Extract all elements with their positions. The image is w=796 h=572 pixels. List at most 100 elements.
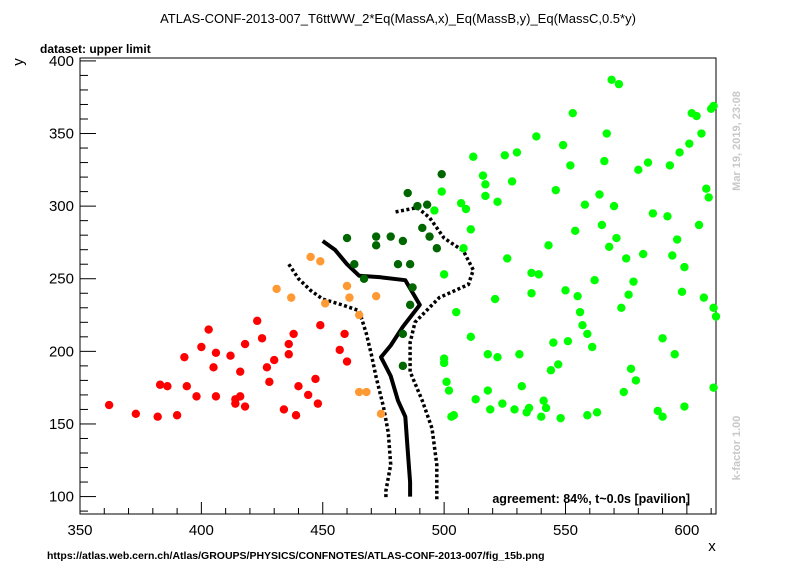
data-point [444,386,454,395]
data-point [272,284,281,294]
data-point [240,402,250,411]
data-point [425,232,434,241]
data-point [257,334,267,343]
x-tick-label: 350 [67,522,92,539]
data-point [648,209,658,218]
data-point [551,185,560,195]
data-point [486,405,495,414]
data-point [253,316,262,326]
data-point [306,252,315,262]
data-point [517,382,527,391]
data-point [537,412,546,421]
data-point [524,403,534,413]
dataset-label: dataset: upper limit [40,42,151,56]
data-point [294,382,303,391]
data-point [554,360,563,369]
kfactor-label: k-factor 1.00 [731,416,743,481]
y-tick-label: 150 [49,416,74,433]
data-point [566,161,575,170]
data-point [437,169,446,179]
data-point [677,287,687,297]
data-point [709,101,718,111]
data-point [359,274,369,283]
data-point [449,411,459,420]
timestamp-label: Mar 19, 2019, 23:08 [731,91,743,191]
data-point [459,244,468,253]
data-point [209,363,218,372]
data-point [672,235,682,244]
data-point [240,339,250,349]
data-point [432,244,442,253]
plot-frame [79,57,717,515]
limit-band-line [395,205,476,500]
data-point [709,303,718,312]
limit-band-line [287,263,393,500]
data-point [291,411,301,420]
data-point [316,257,325,266]
y-axis-ticks: 100 150 200 250 300 350 400 [49,53,96,512]
data-point [362,387,371,397]
data-point [284,339,293,349]
data-point [515,350,524,359]
y-tick-label: 400 [49,53,74,70]
data-point [653,406,662,416]
x-tick-label: 450 [310,522,335,539]
data-point [483,350,493,359]
data-point [408,283,417,292]
data-point [303,390,313,400]
data-point [600,156,609,166]
data-point [478,171,488,180]
data-point [442,377,451,387]
data-point [466,332,476,342]
data-point [405,300,415,310]
data-point [204,325,213,334]
data-point [578,321,587,330]
data-point [658,412,667,421]
data-point [532,132,541,141]
y-tick-label: 100 [49,489,74,506]
data-point [575,307,585,317]
data-point [638,249,648,259]
data-point [507,177,517,186]
data-point [546,366,556,375]
data-point [262,363,272,372]
data-point [658,334,667,343]
data-point [354,387,364,397]
x-axis-label: x [708,538,716,555]
data-point [609,201,619,211]
chart-title: ATLAS-CONF-2013-007_T6ttWW_2*Eq(MassA,x)… [160,11,636,26]
data-point [702,184,711,193]
data-point [692,111,701,121]
data-point [595,190,604,199]
data-point [481,191,490,201]
data-point [226,351,235,360]
x-tick-label: 550 [553,522,578,539]
data-point [643,158,653,167]
data-point [663,212,672,221]
data-point [279,405,289,414]
data-point [583,411,592,420]
data-point [626,364,636,373]
data-point [236,392,245,401]
data-point [665,161,675,170]
data-point [439,270,449,279]
data-point [335,345,344,355]
data-point [580,200,590,209]
data-point [398,236,408,246]
data-point [549,338,558,347]
data-point [612,233,621,243]
data-point [155,380,165,389]
data-point [668,251,677,260]
x-tick-label: 600 [674,522,699,539]
data-point [539,396,548,405]
data-point [604,242,614,251]
data-point [180,352,189,362]
y-axis-label: y [10,58,27,66]
data-point [354,310,364,320]
data-point [583,329,592,339]
data-point [398,361,408,371]
data-point [510,405,519,414]
data-point [607,75,616,84]
data-point [471,395,480,404]
data-point [131,409,141,418]
